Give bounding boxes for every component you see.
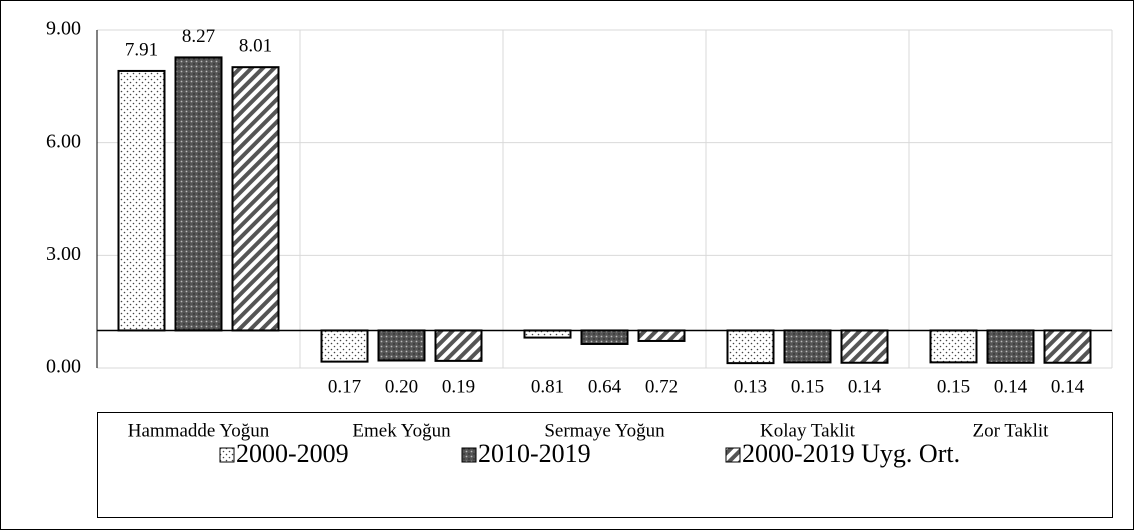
legend-label: 2010-2019 <box>478 439 591 468</box>
value-label: 0.15 <box>937 376 970 397</box>
x-tick-label: Emek Yoğun <box>352 420 451 441</box>
x-tick-label: Zor Taklit <box>973 420 1050 441</box>
bar <box>523 329 572 339</box>
value-label: 0.15 <box>791 376 824 397</box>
value-label: 0.64 <box>588 376 622 397</box>
legend-label: 2000-2009 <box>236 439 349 468</box>
value-label: 0.20 <box>385 376 418 397</box>
value-label: 0.17 <box>328 376 361 397</box>
value-label: 0.13 <box>734 376 767 397</box>
x-tick-label: Sermaye Yoğun <box>544 420 665 441</box>
value-label: 0.14 <box>1051 376 1085 397</box>
legend-swatch <box>219 447 235 463</box>
bar <box>929 329 978 364</box>
x-tick-label: Kolay Taklit <box>760 420 856 441</box>
bar <box>580 329 629 345</box>
bar <box>377 329 426 362</box>
bar <box>637 329 686 342</box>
bar <box>117 69 166 332</box>
legend-label: 2000-2019 Uyg. Ort. <box>742 439 960 468</box>
value-label: 8.27 <box>182 26 215 47</box>
legend-swatch <box>725 447 741 463</box>
bar <box>231 66 280 332</box>
value-label: 8.01 <box>239 36 272 57</box>
bar <box>434 329 483 362</box>
value-label: 0.14 <box>848 376 882 397</box>
y-tick-label: 6.00 <box>46 130 81 152</box>
bar <box>840 329 889 364</box>
y-tick-label: 3.00 <box>46 243 81 265</box>
bar <box>1043 329 1092 364</box>
legend-box <box>97 412 1113 518</box>
value-label: 0.81 <box>531 376 564 397</box>
bar <box>726 329 775 365</box>
y-tick-label: 9.00 <box>46 18 81 40</box>
value-label: 0.19 <box>442 376 475 397</box>
bar <box>320 329 369 363</box>
y-tick-label: 0.00 <box>46 356 81 378</box>
x-tick-label: Hammadde Yoğun <box>128 420 270 441</box>
bar <box>174 56 223 332</box>
bar <box>783 329 832 364</box>
value-label: 7.91 <box>125 39 158 60</box>
value-label: 0.72 <box>645 376 678 397</box>
bar <box>986 329 1035 364</box>
value-label: 0.14 <box>994 376 1028 397</box>
legend-swatch <box>461 447 477 463</box>
